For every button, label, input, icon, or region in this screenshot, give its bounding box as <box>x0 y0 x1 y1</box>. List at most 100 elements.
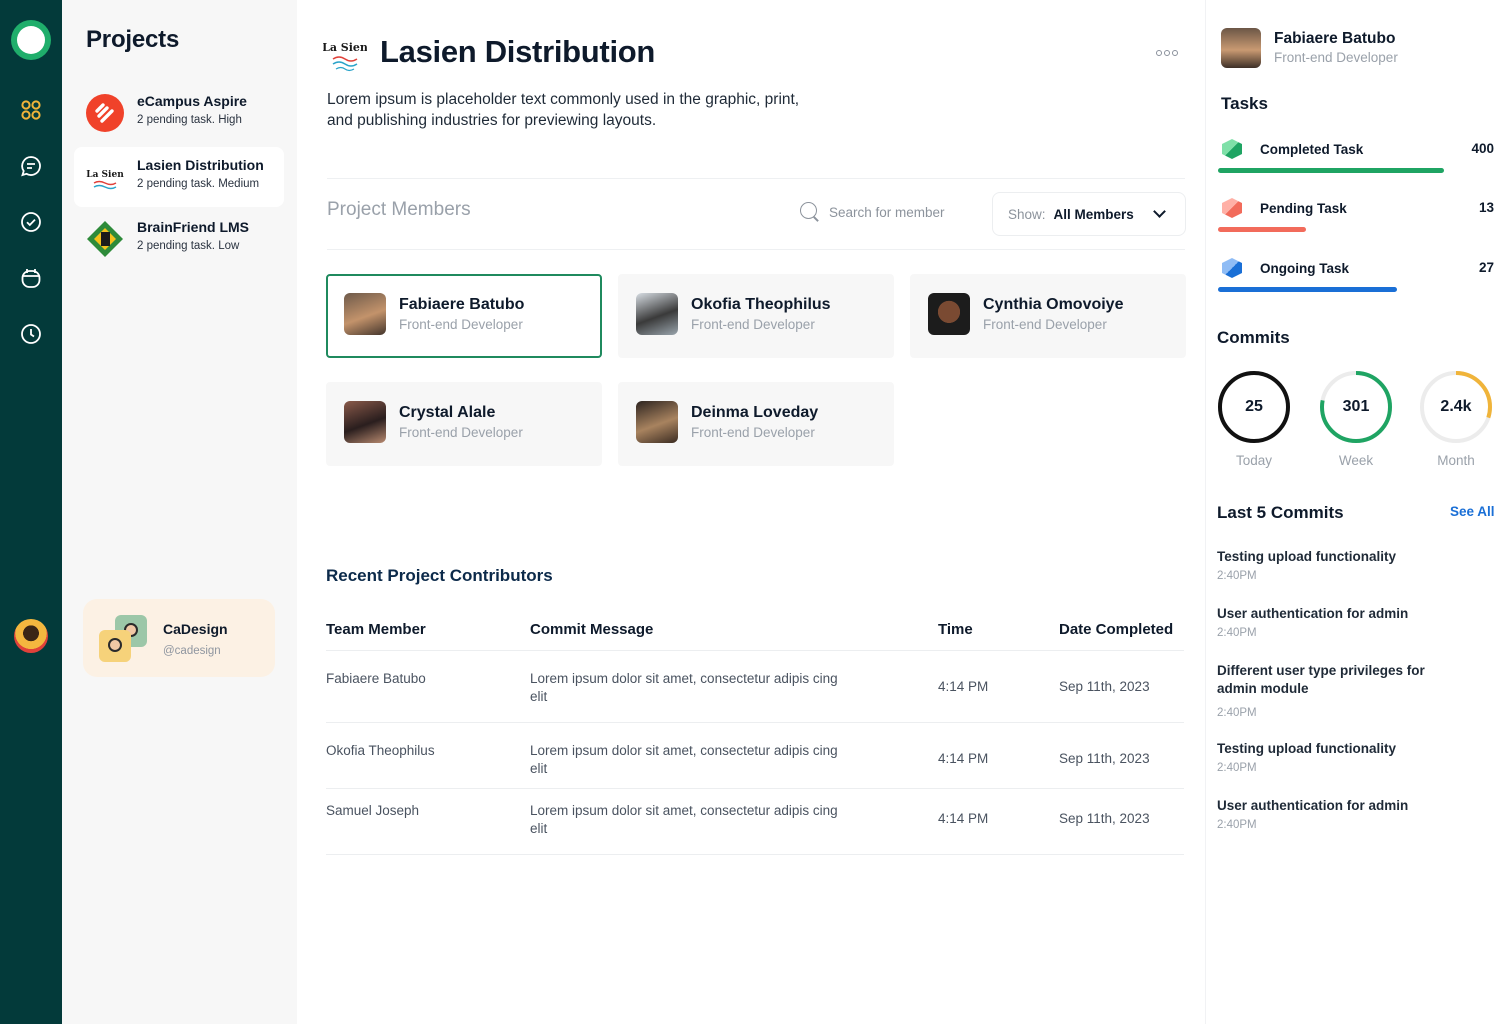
show-filter-value: All Members <box>1053 206 1134 222</box>
check-circle-icon[interactable] <box>19 210 43 234</box>
project-detail: La Sien Lasien Distribution Lorem ipsum … <box>297 0 1205 1024</box>
search-input[interactable] <box>829 204 969 220</box>
project-name: Lasien Distribution <box>137 157 264 173</box>
projects-title: Projects <box>86 26 180 53</box>
commit-message: User authentication for admin <box>1217 606 1409 621</box>
commit-item[interactable]: Testing upload functionality 2:40PM <box>1217 740 1447 774</box>
show-filter-select[interactable]: Show: All Members <box>992 192 1186 236</box>
project-name: eCampus Aspire <box>137 93 247 109</box>
cell-member: Fabiaere Batubo <box>326 670 426 686</box>
task-completed: Completed Task 400 <box>1218 137 1494 177</box>
commit-period: Today <box>1235 453 1273 468</box>
project-meta: 2 pending task. Medium <box>137 178 260 190</box>
column-header[interactable]: Date Completed <box>1059 609 1184 651</box>
commit-count: 301 <box>1342 398 1370 415</box>
projects-panel: Projects eCampus Aspire 2 pending task. … <box>62 0 297 1024</box>
lasien-logo-text: La Sien <box>86 170 124 180</box>
cell-time: 4:14 PM <box>938 678 989 694</box>
member-card[interactable]: Okofia Theophilus Front-end Developer <box>618 274 894 358</box>
task-progress-bar <box>1218 227 1306 232</box>
member-role: Front-end Developer <box>691 317 815 332</box>
page-title: Lasien Distribution <box>380 34 656 69</box>
member-avatar <box>344 293 386 335</box>
last-commits-title: Last 5 Commits <box>1217 503 1344 522</box>
current-user-avatar[interactable] <box>14 619 48 653</box>
commit-message: Testing upload functionality <box>1217 549 1396 564</box>
brand-logo-text: La Sien <box>323 41 367 54</box>
member-name: Cynthia Omovoiye <box>983 296 1124 313</box>
member-name: Crystal Alale <box>399 404 496 421</box>
commit-item[interactable]: User authentication for admin 2:40PM <box>1217 797 1447 831</box>
project-meta: 2 pending task. High <box>137 114 242 126</box>
member-avatar <box>928 293 970 335</box>
member-role: Front-end Developer <box>983 317 1107 332</box>
clock-icon[interactable] <box>19 322 43 346</box>
cell-date: Sep 11th, 2023 <box>1059 750 1150 766</box>
table-row[interactable]: Okofia Theophilus Lorem ipsum dolor sit … <box>326 722 1184 789</box>
more-options-icon[interactable] <box>1156 50 1178 56</box>
cell-time: 4:14 PM <box>938 810 989 826</box>
member-avatar <box>636 401 678 443</box>
commit-message: User authentication for admin <box>1217 798 1409 813</box>
project-name: BrainFriend LMS <box>137 219 250 235</box>
commit-ring-today: 25 Today <box>1217 370 1291 468</box>
commit-count: 2.4k <box>1440 398 1472 415</box>
grid-icon[interactable] <box>19 98 43 122</box>
user-role: Front-end Developer <box>1274 50 1398 65</box>
commit-item[interactable]: User authentication for admin 2:40PM <box>1217 605 1447 639</box>
commit-item[interactable]: Different user type privileges for admin… <box>1217 662 1447 719</box>
cell-message: Lorem ipsum dolor sit amet, consectetur … <box>530 670 838 704</box>
divider <box>327 249 1185 250</box>
task-pending: Pending Task 13 <box>1218 196 1494 236</box>
members-section-title: Project Members <box>327 199 471 220</box>
member-card[interactable]: Fabiaere Batubo Front-end Developer <box>326 274 602 358</box>
member-name: Okofia Theophilus <box>691 296 831 313</box>
project-description: Lorem ipsum is placeholder text commonly… <box>327 91 800 129</box>
commit-period: Week <box>1338 453 1374 468</box>
commit-item[interactable]: Testing upload functionality 2:40PM <box>1217 548 1447 582</box>
nav-rail <box>0 0 62 1024</box>
app-logo[interactable] <box>11 20 51 60</box>
completed-cube-icon <box>1222 139 1242 159</box>
cell-message: Lorem ipsum dolor sit amet, consectetur … <box>530 802 838 836</box>
workspace-profile-card[interactable]: CaDesign @cadesign <box>83 599 275 677</box>
member-card[interactable]: Cynthia Omovoiye Front-end Developer <box>910 274 1186 358</box>
task-label: Ongoing Task <box>1260 261 1350 276</box>
cell-time: 4:14 PM <box>938 750 989 766</box>
tasks-title: Tasks <box>1221 94 1268 113</box>
project-item-brainfriend[interactable]: BrainFriend LMS 2 pending task. Low <box>74 209 284 269</box>
cell-date: Sep 11th, 2023 <box>1059 810 1150 826</box>
table-row[interactable]: Samuel Joseph Lorem ipsum dolor sit amet… <box>326 788 1184 855</box>
divider <box>327 178 1185 179</box>
commit-count: 25 <box>1245 398 1263 415</box>
pending-cube-icon <box>1222 198 1242 218</box>
member-card[interactable]: Deinma Loveday Front-end Developer <box>618 382 894 466</box>
lasien-brand-logo: La Sien <box>322 34 368 72</box>
project-meta: 2 pending task. Low <box>137 240 240 252</box>
contributors-section-title: Recent Project Contributors <box>326 566 553 585</box>
workspace-name: CaDesign <box>163 621 228 637</box>
see-all-link[interactable]: See All <box>1450 504 1495 519</box>
member-search <box>800 202 969 222</box>
commit-time: 2:40PM <box>1217 819 1257 831</box>
calendar-icon[interactable] <box>19 266 43 290</box>
column-header[interactable]: Team Member <box>326 609 530 651</box>
cell-date: Sep 11th, 2023 <box>1059 678 1150 694</box>
ongoing-cube-icon <box>1222 258 1242 278</box>
task-label: Pending Task <box>1260 201 1347 216</box>
task-value: 27 <box>1478 260 1494 275</box>
column-header[interactable]: Time <box>938 609 1059 651</box>
member-role: Front-end Developer <box>399 425 523 440</box>
commit-ring-month: 2.4k Month <box>1419 370 1493 468</box>
member-card[interactable]: Crystal Alale Front-end Developer <box>326 382 602 466</box>
table-row[interactable]: Fabiaere Batubo Lorem ipsum dolor sit am… <box>326 650 1184 723</box>
member-name: Deinma Loveday <box>691 404 819 421</box>
column-header[interactable]: Commit Message <box>530 609 938 651</box>
workspace-handle: @cadesign <box>163 645 221 657</box>
task-label: Completed Task <box>1260 142 1364 157</box>
brainfriend-logo <box>86 220 124 258</box>
project-item-lasien[interactable]: La Sien Lasien Distribution 2 pending ta… <box>74 147 284 207</box>
chat-icon[interactable] <box>19 154 43 178</box>
project-item-ecampus[interactable]: eCampus Aspire 2 pending task. High <box>74 83 284 143</box>
user-avatar[interactable] <box>1221 28 1261 68</box>
